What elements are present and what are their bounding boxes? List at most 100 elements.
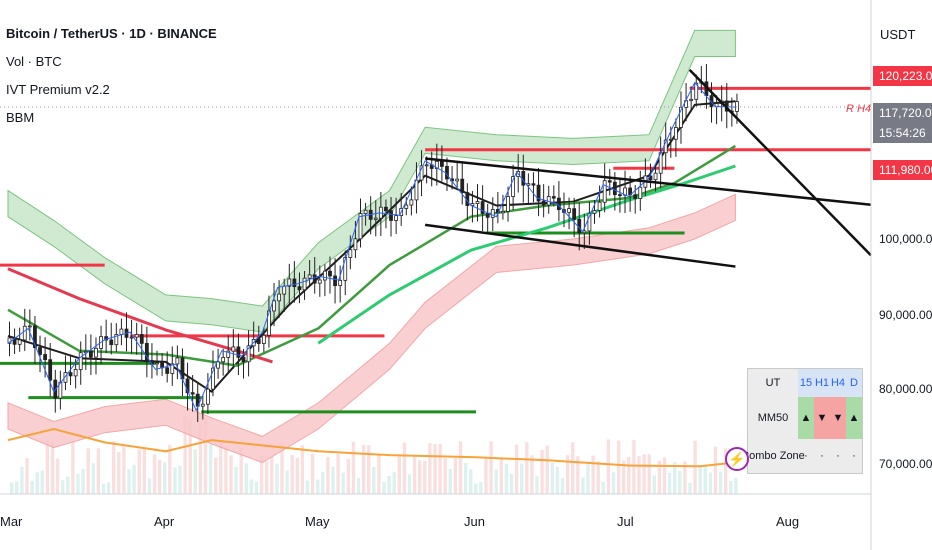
volume-bar [208, 444, 213, 494]
volume-bar [35, 472, 39, 494]
volume-bar [341, 472, 345, 494]
volume-bar [15, 481, 19, 494]
volume-bar [571, 442, 575, 494]
volume-bar [45, 439, 50, 494]
volume-bar [428, 443, 432, 494]
volume-bar [606, 439, 611, 494]
last-price-tag: 117,720.00 15:54:26 [873, 103, 932, 143]
volume-bar [622, 460, 626, 494]
volume-bar [163, 462, 167, 494]
candle-body [170, 363, 175, 374]
candle-body [689, 98, 694, 102]
volume-bar [66, 476, 70, 494]
candle-body [653, 172, 658, 181]
candle-body [531, 183, 536, 186]
candle-body [389, 210, 393, 221]
candle-body [48, 359, 53, 381]
candle-body [434, 160, 439, 169]
candle-body [94, 348, 98, 358]
trend-line [425, 157, 872, 206]
volume-bar [667, 472, 672, 494]
candle-body [384, 206, 388, 212]
volume-bar [463, 463, 468, 494]
candle-body [119, 328, 124, 335]
candle-body [709, 95, 714, 108]
volume-bar [392, 472, 396, 494]
volume-bar [351, 441, 356, 494]
lightning-bolt-icon[interactable]: ⚡ [725, 447, 749, 471]
volume-bar [50, 442, 55, 494]
volume-bar [106, 482, 111, 494]
volume-bar [637, 456, 641, 494]
timeframe-h4: H4 [830, 369, 846, 397]
currency-selector[interactable]: USDT [872, 22, 932, 48]
volume-bar [443, 458, 447, 494]
volume-bar [101, 483, 106, 494]
resistance-h4-label: R H4 [846, 103, 872, 115]
volume-bar [76, 473, 80, 494]
signal-down-icon: ▼ [830, 397, 846, 439]
volume-bar [387, 475, 391, 494]
volume-bar [652, 475, 656, 494]
candle-body [607, 180, 612, 183]
volume-bar [356, 477, 361, 494]
volume-bar [662, 457, 667, 494]
timeframe-15: 15 [798, 369, 814, 397]
indicator-ivt[interactable]: IVT Premium v2.2 [6, 82, 110, 97]
trend-table-row-mm50: MM50 ▲ ▼ ▼ ▲ [748, 397, 862, 439]
volume-bar [448, 468, 452, 494]
candle-body [668, 138, 673, 141]
indicator-volume[interactable]: Vol · BTC [6, 54, 62, 69]
candle-body [409, 199, 414, 206]
candle-body [475, 201, 480, 204]
signal-dot: · [836, 450, 840, 462]
candle-body [587, 212, 592, 232]
volume-bar [280, 442, 284, 494]
candle-body [317, 279, 322, 284]
symbol-title[interactable]: Bitcoin / TetherUS · 1D · BINANCE [6, 26, 217, 41]
candle-body [307, 274, 312, 279]
volume-bar [550, 463, 554, 494]
volume-bar [321, 471, 325, 494]
volume-bar [499, 458, 503, 494]
candle-body [480, 201, 485, 214]
bar-countdown: 15:54:26 [879, 126, 926, 140]
volume-bar [81, 468, 85, 494]
candle-body [216, 361, 220, 369]
volume-bar [525, 441, 529, 494]
volume-bar [377, 455, 381, 494]
indicator-bbm[interactable]: BBM [6, 110, 35, 125]
volume-bar [249, 479, 254, 494]
candle-body [231, 346, 236, 352]
volume-bar [361, 445, 366, 494]
y-tick-label: 80,000.00 [879, 382, 932, 396]
volume-bar [346, 459, 350, 494]
candle-body [17, 339, 22, 345]
volume-bar [290, 455, 294, 494]
volume-bar [372, 466, 376, 494]
x-tick-label: Apr [154, 514, 175, 529]
volume-bar [647, 454, 651, 494]
candle-body [261, 334, 266, 344]
candle-body [501, 211, 505, 214]
volume-bar [596, 461, 600, 494]
volume-bar [229, 455, 233, 494]
volume-bar [693, 440, 697, 494]
candle-body [414, 179, 419, 201]
moving-average-slow [317, 164, 736, 345]
volume-bar [713, 446, 718, 494]
volume-bar [530, 455, 534, 494]
volume-bar [734, 477, 738, 494]
candle-body [363, 209, 368, 214]
volume-bars [10, 415, 738, 494]
volume-bar [86, 448, 90, 494]
volume-bar [55, 458, 60, 494]
axes [0, 0, 872, 550]
candle-body [211, 367, 215, 390]
candle-body [348, 249, 353, 258]
volume-bar [10, 482, 14, 494]
candle-body [73, 369, 78, 377]
volume-bar [96, 448, 101, 494]
